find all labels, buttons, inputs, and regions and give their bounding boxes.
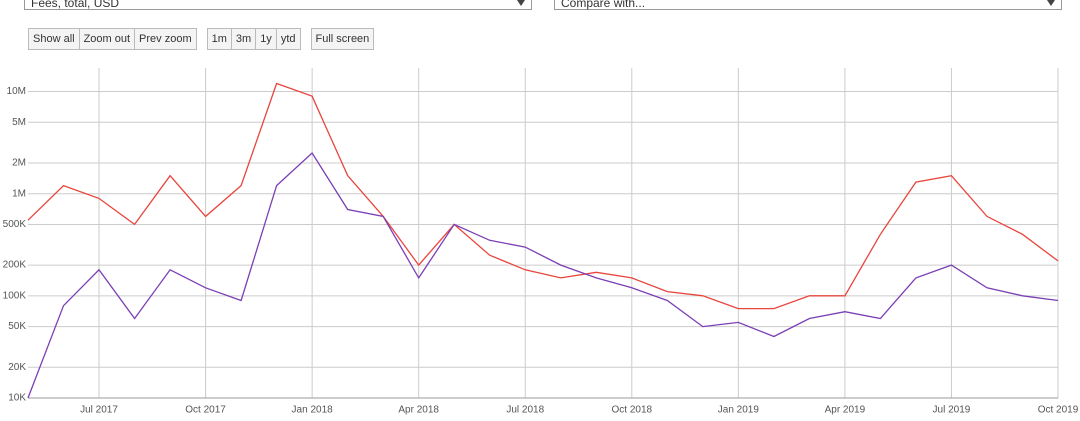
button[interactable]: Prev zoom [135, 29, 196, 49]
x-tick-label: Jul 2019 [933, 405, 971, 416]
button[interactable]: Zoom out [79, 29, 136, 49]
y-tick-label: 2M [12, 158, 26, 169]
y-tick-label: 5M [12, 117, 26, 128]
selector-text: Compare with... [561, 0, 646, 10]
y-tick-label: 1M [12, 188, 26, 199]
caret [1047, 0, 1055, 6]
x-tick-label: Oct 2018 [611, 405, 652, 416]
button-group: Show all Zoom out Prev zoom [28, 28, 197, 50]
button-group: 1m 3m 1y ytd [206, 28, 301, 50]
selector-text: Fees, total, USD [31, 0, 120, 10]
y-tick-label: 10M [7, 86, 26, 97]
button-group: Full screen [310, 28, 375, 50]
button[interactable]: ytd [276, 29, 300, 49]
button[interactable]: Full screen [311, 29, 374, 49]
series-selector[interactable]: Fees, total, USD [24, 0, 532, 10]
x-tick-label: Jul 2018 [506, 405, 544, 416]
toolbar: Show all Zoom out Prev zoom 1m 3m 1y ytd Full s… [28, 28, 375, 50]
x-tick-label: Jan 2018 [292, 405, 334, 416]
y-tick-label: 50K [8, 321, 26, 332]
series-line [27, 151, 1059, 399]
button[interactable]: Show all [29, 29, 80, 49]
caret [517, 0, 525, 6]
compare-selector[interactable]: Compare with... [554, 0, 1062, 10]
button[interactable]: 1y [256, 29, 277, 49]
x-tick-label: Apr 2018 [398, 405, 439, 416]
y-tick-label: 100K [3, 290, 27, 301]
y-tick-label: 200K [3, 260, 27, 271]
button[interactable]: 3m [231, 29, 257, 49]
x-tick-label: Oct 2019 [1038, 405, 1079, 416]
y-tick-label: 20K [8, 362, 26, 373]
series-line [27, 82, 1059, 310]
x-tick-label: Apr 2019 [825, 405, 866, 416]
x-tick-label: Jul 2017 [80, 405, 118, 416]
x-tick-label: Oct 2017 [185, 405, 226, 416]
y-tick-label: 500K [3, 219, 27, 230]
button[interactable]: 1m [207, 29, 232, 49]
y-tick-label: 10K [8, 393, 26, 404]
x-tick-label: Jan 2019 [718, 405, 760, 416]
